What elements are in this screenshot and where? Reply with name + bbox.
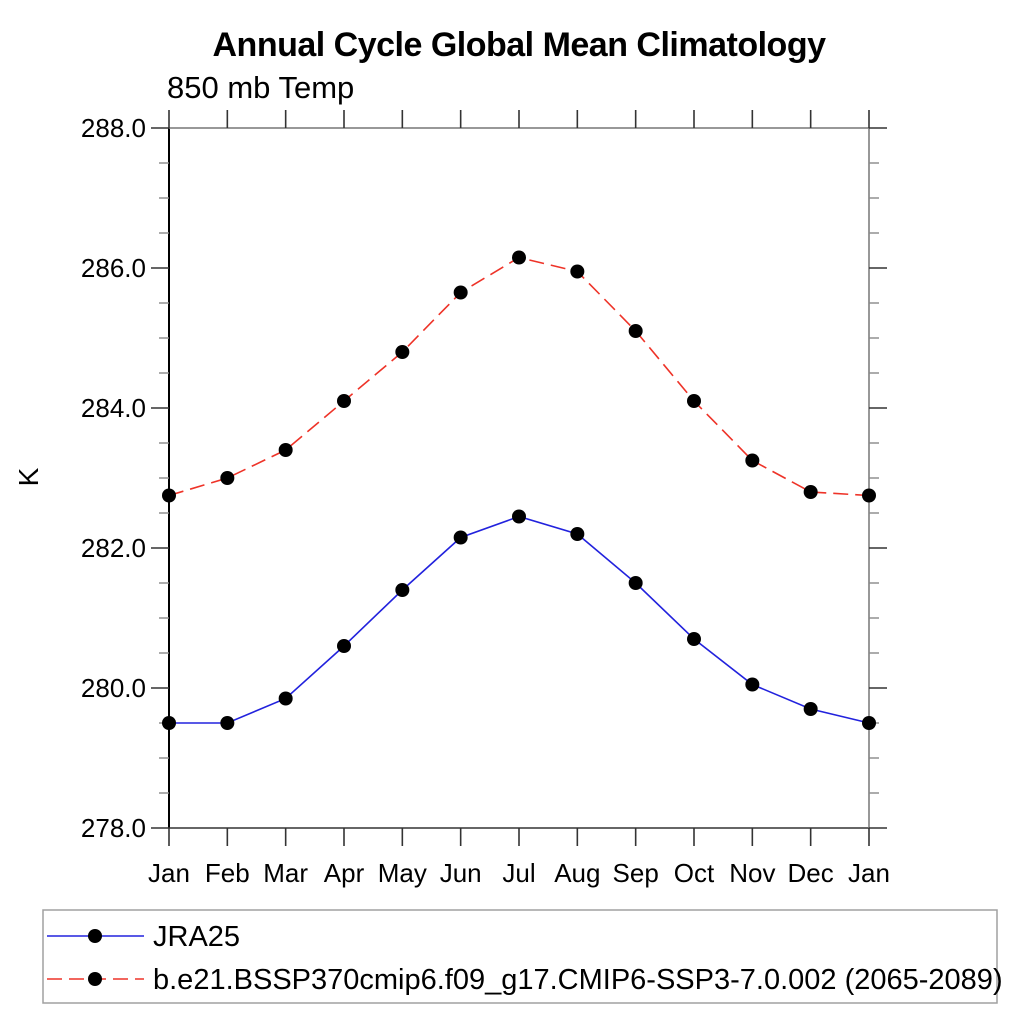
chart-title: Annual Cycle Global Mean Climatology — [213, 26, 827, 64]
data-point-marker — [745, 677, 760, 692]
legend: JRA25 b.e21.BSSP370cmip6.f09_g17.CMIP6-S… — [42, 909, 1003, 1004]
data-point-marker — [512, 509, 526, 524]
plot-frame — [168, 127, 870, 829]
data-point-marker — [278, 443, 293, 457]
x-axis-tick-label: Mar — [263, 858, 308, 888]
x-axis-tick-label: Jul — [502, 858, 535, 888]
data-point-marker — [395, 583, 410, 597]
data-point-marker — [337, 394, 351, 408]
data-point-marker — [337, 639, 351, 653]
data-point-marker — [628, 324, 643, 338]
data-point-marker — [220, 716, 235, 730]
chart-subtitle: 850 mb Temp — [167, 70, 354, 105]
series-line-model — [168, 256, 870, 497]
x-axis-tick-label: Aug — [554, 858, 600, 888]
axis-tick-labels: Jan Feb Mar Apr May Jun Jul Aug Sep Oct Nov Dec Jan2… — [81, 113, 890, 888]
data-point-marker — [220, 471, 235, 485]
y-axis-tick-label: 284.0 — [81, 393, 146, 423]
x-axis-tick-label: Dec — [788, 858, 834, 888]
data-point-marker — [687, 394, 701, 408]
data-point-marker — [862, 488, 876, 503]
data-point-marker — [395, 345, 410, 359]
x-axis-tick-label: Feb — [205, 858, 250, 888]
data-point-marker — [803, 485, 818, 499]
data-point-marker — [628, 576, 643, 590]
y-axis-tick-label: 278.0 — [81, 813, 146, 843]
data-point-marker — [512, 250, 526, 265]
data-point-marker — [453, 285, 468, 300]
plot-series — [162, 250, 876, 730]
x-axis-tick-label: Jan — [848, 858, 890, 888]
data-point-marker — [803, 702, 818, 716]
data-point-marker — [162, 716, 176, 730]
y-axis-label: K — [13, 467, 44, 486]
y-axis-tick-label: 282.0 — [81, 533, 146, 563]
x-axis-tick-label: May — [378, 858, 427, 888]
legend-item-model: b.e21.BSSP370cmip6.f09_g17.CMIP6-SSP3-7.… — [47, 964, 1003, 996]
data-point-marker — [162, 488, 176, 503]
data-point-marker — [862, 716, 876, 730]
x-axis-tick-label: Jun — [440, 858, 482, 888]
x-axis-tick-label: Jan — [148, 858, 190, 888]
y-axis-tick-label: 288.0 — [81, 113, 146, 143]
legend-box — [42, 909, 998, 1004]
legend-marker-icon — [88, 972, 102, 986]
x-axis-tick-label: Apr — [324, 858, 365, 888]
data-point-marker — [570, 264, 585, 279]
data-point-marker — [570, 527, 585, 541]
legend-label-model: b.e21.BSSP370cmip6.f09_g17.CMIP6-SSP3-7.… — [153, 964, 1003, 996]
data-point-marker — [453, 530, 468, 545]
y-axis-tick-label: 280.0 — [81, 673, 146, 703]
data-point-marker — [745, 453, 760, 468]
y-axis-tick-label: 286.0 — [81, 253, 146, 283]
x-axis-tick-label: Oct — [674, 858, 715, 888]
legend-item-jra25: JRA25 — [47, 921, 240, 953]
data-point-marker — [278, 691, 293, 706]
data-point-marker — [687, 632, 701, 646]
legend-marker-icon — [88, 929, 102, 943]
x-axis-tick-label: Sep — [613, 858, 659, 888]
axis-ticks — [151, 110, 887, 846]
x-axis-tick-label: Nov — [729, 858, 775, 888]
series-line-jra25 — [169, 515, 870, 724]
legend-label-jra25: JRA25 — [153, 921, 240, 953]
